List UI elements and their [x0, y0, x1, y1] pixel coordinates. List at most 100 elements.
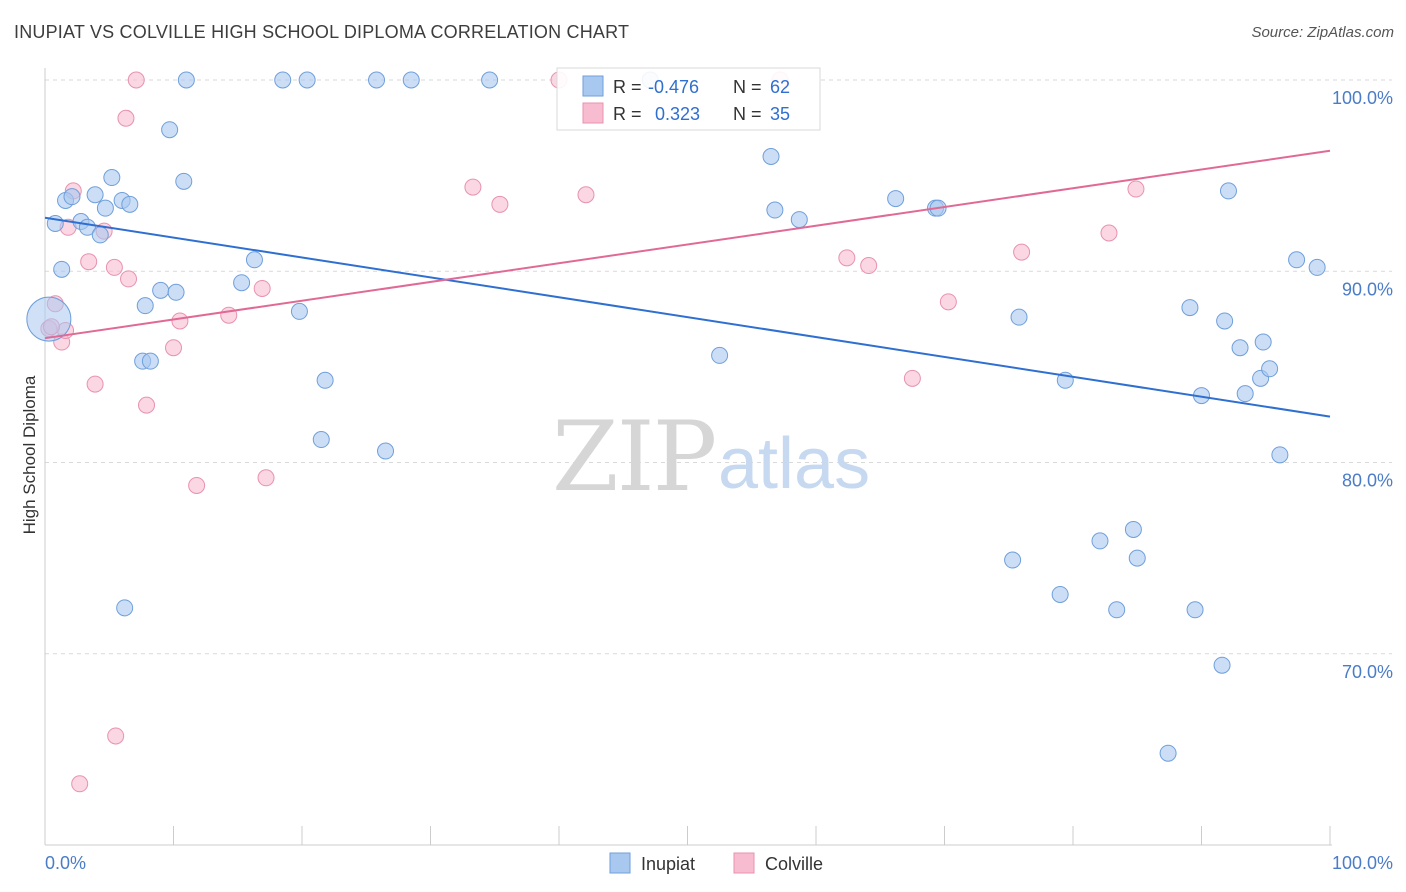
colville-point [86, 375, 104, 393]
inupiat-point [121, 195, 139, 213]
inupiat-point [766, 201, 784, 219]
inupiat-point [790, 211, 808, 229]
inupiat-point [63, 188, 81, 206]
inupiat-point [152, 281, 170, 299]
inupiat-point [53, 260, 71, 278]
inupiat-point [141, 352, 159, 370]
colville-point [903, 369, 921, 387]
inupiat-point [245, 251, 263, 269]
inupiat-point [1271, 446, 1289, 464]
inupiat-point [233, 274, 251, 292]
inupiat-point [1236, 385, 1254, 403]
stats-r-label-inupiat: R = [613, 77, 642, 97]
stats-swatch-colville [582, 102, 604, 124]
colville-point [117, 109, 135, 127]
stats-r-value-colville: 0.323 [655, 104, 700, 124]
inupiat-point [1231, 339, 1249, 357]
inupiat-point [274, 71, 292, 89]
inupiat-point [1004, 551, 1022, 569]
colville-point [165, 339, 182, 357]
inupiat-point [175, 172, 193, 190]
inupiat-point [402, 71, 420, 89]
inupiat-point [298, 71, 316, 89]
stats-n-value-colville: 35 [770, 104, 790, 124]
chart-title: INUPIAT VS COLVILLE HIGH SCHOOL DIPLOMA … [14, 22, 630, 42]
inupiat-point [1128, 549, 1146, 567]
colville-point [107, 727, 125, 745]
inupiat-point [167, 283, 185, 301]
legend-swatch-inupiat [609, 852, 631, 874]
legend-label-colville: Colville [765, 854, 823, 874]
colville-point [577, 186, 595, 204]
inupiat-trend-line [44, 216, 1331, 418]
chart-source: Source: ZipAtlas.com [1251, 24, 1394, 41]
stats-n-label-colville: N = [733, 104, 762, 124]
inupiat-point [368, 71, 386, 89]
inupiat-point [136, 297, 154, 315]
inupiat-point [1254, 333, 1272, 351]
inupiat-point [1108, 601, 1126, 619]
y-tick-label: 100.0% [1332, 88, 1393, 108]
colville-point [939, 293, 957, 311]
inupiat-point [1216, 312, 1234, 330]
inupiat-points [26, 71, 1326, 762]
watermark-atlas: atlas [718, 424, 870, 504]
inupiat-point [1219, 182, 1237, 200]
inupiat-point [1181, 299, 1199, 317]
x-tick-label: 0.0% [45, 853, 86, 873]
trend-lines [44, 149, 1331, 418]
inupiat-point [887, 190, 905, 208]
inupiat-point [26, 296, 72, 342]
axes [44, 68, 1332, 846]
colville-point [105, 258, 123, 276]
legend-label-inupiat: Inupiat [641, 854, 695, 874]
inupiat-point [1010, 308, 1028, 326]
inupiat-point [1159, 744, 1177, 762]
gridlines [45, 79, 1392, 655]
stats-n-label-inupiat: N = [733, 77, 762, 97]
colville-point [127, 71, 145, 89]
watermark: ZIP atlas [552, 401, 870, 513]
y-axis-title: High School Diploma [20, 375, 39, 534]
stats-r-value-inupiat: -0.476 [648, 77, 699, 97]
inupiat-point [96, 199, 114, 217]
inupiat-point [762, 148, 780, 165]
colville-point [464, 178, 482, 196]
y-tick-label: 70.0% [1342, 662, 1393, 682]
y-tick-label: 90.0% [1342, 279, 1393, 299]
legend: Inupiat Colville [609, 852, 823, 874]
colville-point [1127, 180, 1145, 198]
inupiat-point [1051, 585, 1069, 603]
inupiat-point [1261, 360, 1279, 378]
colville-trend-line [44, 149, 1331, 340]
colville-point [1013, 243, 1031, 261]
inupiat-point [161, 121, 179, 139]
inupiat-point [1308, 258, 1326, 276]
y-tick-label: 80.0% [1342, 471, 1393, 491]
stats-n-value-inupiat: 62 [770, 77, 790, 97]
colville-point [1100, 224, 1118, 242]
watermark-zip: ZIP [552, 401, 715, 513]
inupiat-point [711, 346, 729, 364]
inupiat-point [1288, 251, 1306, 269]
inupiat-point [86, 186, 104, 204]
inupiat-point [316, 371, 334, 389]
colville-point [188, 476, 206, 494]
inupiat-point [177, 71, 195, 89]
colville-point [491, 195, 509, 213]
inupiat-point [103, 169, 121, 187]
colville-point [120, 270, 138, 288]
inupiat-point [1213, 656, 1231, 674]
inupiat-point [1124, 520, 1142, 538]
stats-swatch-inupiat [582, 75, 604, 97]
colville-point [80, 253, 98, 271]
inupiat-point [377, 442, 395, 460]
stats-r-label-colville: R = [613, 104, 642, 124]
inupiat-point [312, 431, 330, 449]
colville-point [171, 312, 189, 330]
colville-point [257, 469, 275, 487]
tick-labels: 70.0% 80.0% 90.0% 100.0% 0.0% 100.0% [45, 88, 1393, 873]
colville-point [860, 257, 878, 275]
inupiat-point [116, 599, 134, 617]
